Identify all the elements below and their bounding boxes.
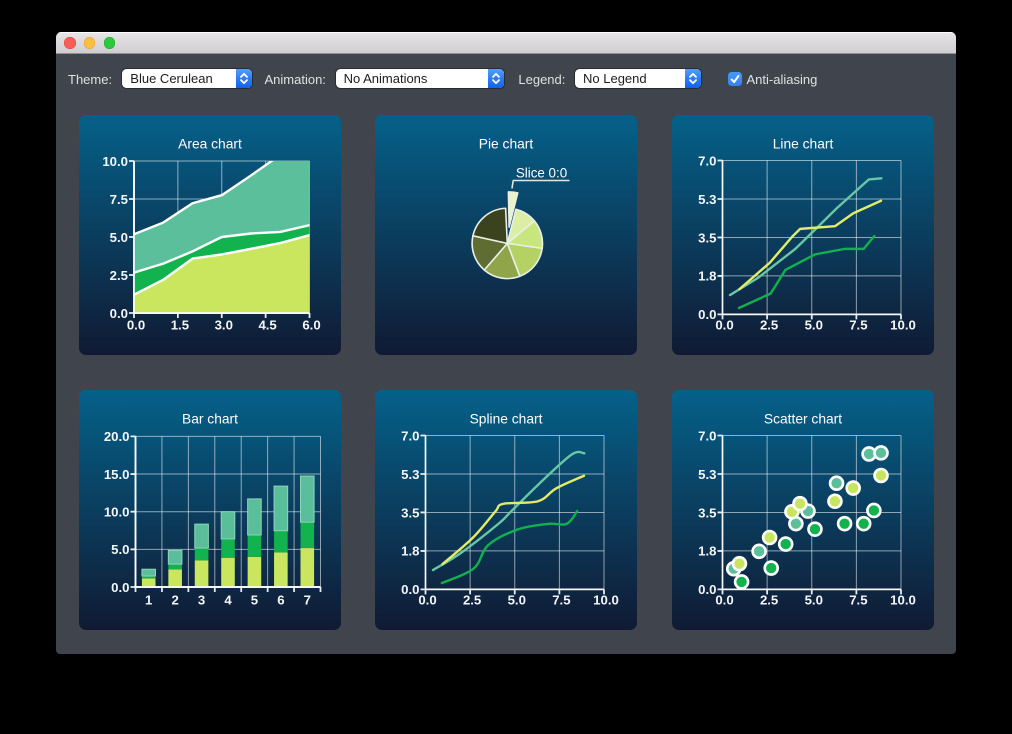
svg-text:Bar chart: Bar chart [182, 411, 238, 426]
svg-text:10.0: 10.0 [102, 153, 128, 168]
svg-text:2.5: 2.5 [760, 317, 778, 332]
svg-text:0.0: 0.0 [698, 582, 716, 597]
svg-text:2.5: 2.5 [463, 592, 481, 607]
svg-text:7.0: 7.0 [401, 428, 419, 443]
svg-text:4.5: 4.5 [258, 317, 276, 332]
svg-text:0.0: 0.0 [715, 592, 733, 607]
svg-text:2.5: 2.5 [110, 267, 128, 282]
svg-text:3.0: 3.0 [215, 317, 233, 332]
svg-text:0.0: 0.0 [111, 579, 129, 594]
svg-text:10.0: 10.0 [890, 317, 916, 332]
svg-text:5.3: 5.3 [401, 466, 419, 481]
svg-text:1.5: 1.5 [171, 317, 189, 332]
svg-text:10.0: 10.0 [890, 592, 916, 607]
svg-text:20.0: 20.0 [104, 429, 130, 444]
svg-text:1.8: 1.8 [401, 543, 419, 558]
svg-text:0.0: 0.0 [698, 307, 716, 322]
svg-text:5.0: 5.0 [110, 229, 128, 244]
svg-text:5.0: 5.0 [804, 592, 822, 607]
svg-text:5.0: 5.0 [804, 317, 822, 332]
svg-text:7.0: 7.0 [698, 153, 716, 168]
svg-text:7.0: 7.0 [698, 428, 716, 443]
svg-text:7.5: 7.5 [553, 592, 571, 607]
svg-text:5.3: 5.3 [698, 191, 716, 206]
svg-text:1: 1 [145, 592, 152, 607]
svg-text:1.8: 1.8 [698, 543, 716, 558]
svg-text:2.5: 2.5 [760, 592, 778, 607]
svg-text:10.0: 10.0 [104, 504, 130, 519]
svg-text:6.0: 6.0 [302, 317, 320, 332]
svg-text:3.5: 3.5 [698, 505, 716, 520]
svg-text:0.0: 0.0 [110, 305, 128, 320]
svg-text:7.5: 7.5 [849, 317, 867, 332]
svg-text:0.0: 0.0 [715, 317, 733, 332]
svg-text:Line chart: Line chart [772, 136, 833, 151]
svg-text:5.0: 5.0 [111, 542, 129, 557]
svg-text:0.0: 0.0 [419, 592, 437, 607]
svg-text:3: 3 [198, 592, 205, 607]
svg-text:3.5: 3.5 [698, 230, 716, 245]
svg-text:10.0: 10.0 [593, 592, 619, 607]
svg-text:0.0: 0.0 [401, 582, 419, 597]
svg-text:Area chart: Area chart [178, 136, 242, 151]
svg-text:3.5: 3.5 [401, 505, 419, 520]
svg-text:5: 5 [251, 592, 258, 607]
svg-text:2: 2 [171, 592, 178, 607]
svg-text:Scatter chart: Scatter chart [763, 411, 841, 426]
svg-text:7: 7 [304, 592, 311, 607]
svg-text:15.0: 15.0 [104, 466, 130, 481]
svg-text:Spline chart: Spline chart [470, 411, 543, 426]
svg-text:5.3: 5.3 [698, 466, 716, 481]
svg-text:1.8: 1.8 [698, 268, 716, 283]
svg-text:4: 4 [224, 592, 232, 607]
svg-text:7.5: 7.5 [110, 191, 128, 206]
svg-text:0.0: 0.0 [127, 317, 145, 332]
svg-text:7.5: 7.5 [849, 592, 867, 607]
svg-text:Slice 0:0: Slice 0:0 [516, 165, 567, 180]
svg-text:5.0: 5.0 [508, 592, 526, 607]
svg-text:6: 6 [277, 592, 284, 607]
svg-text:Pie chart: Pie chart [479, 136, 534, 151]
